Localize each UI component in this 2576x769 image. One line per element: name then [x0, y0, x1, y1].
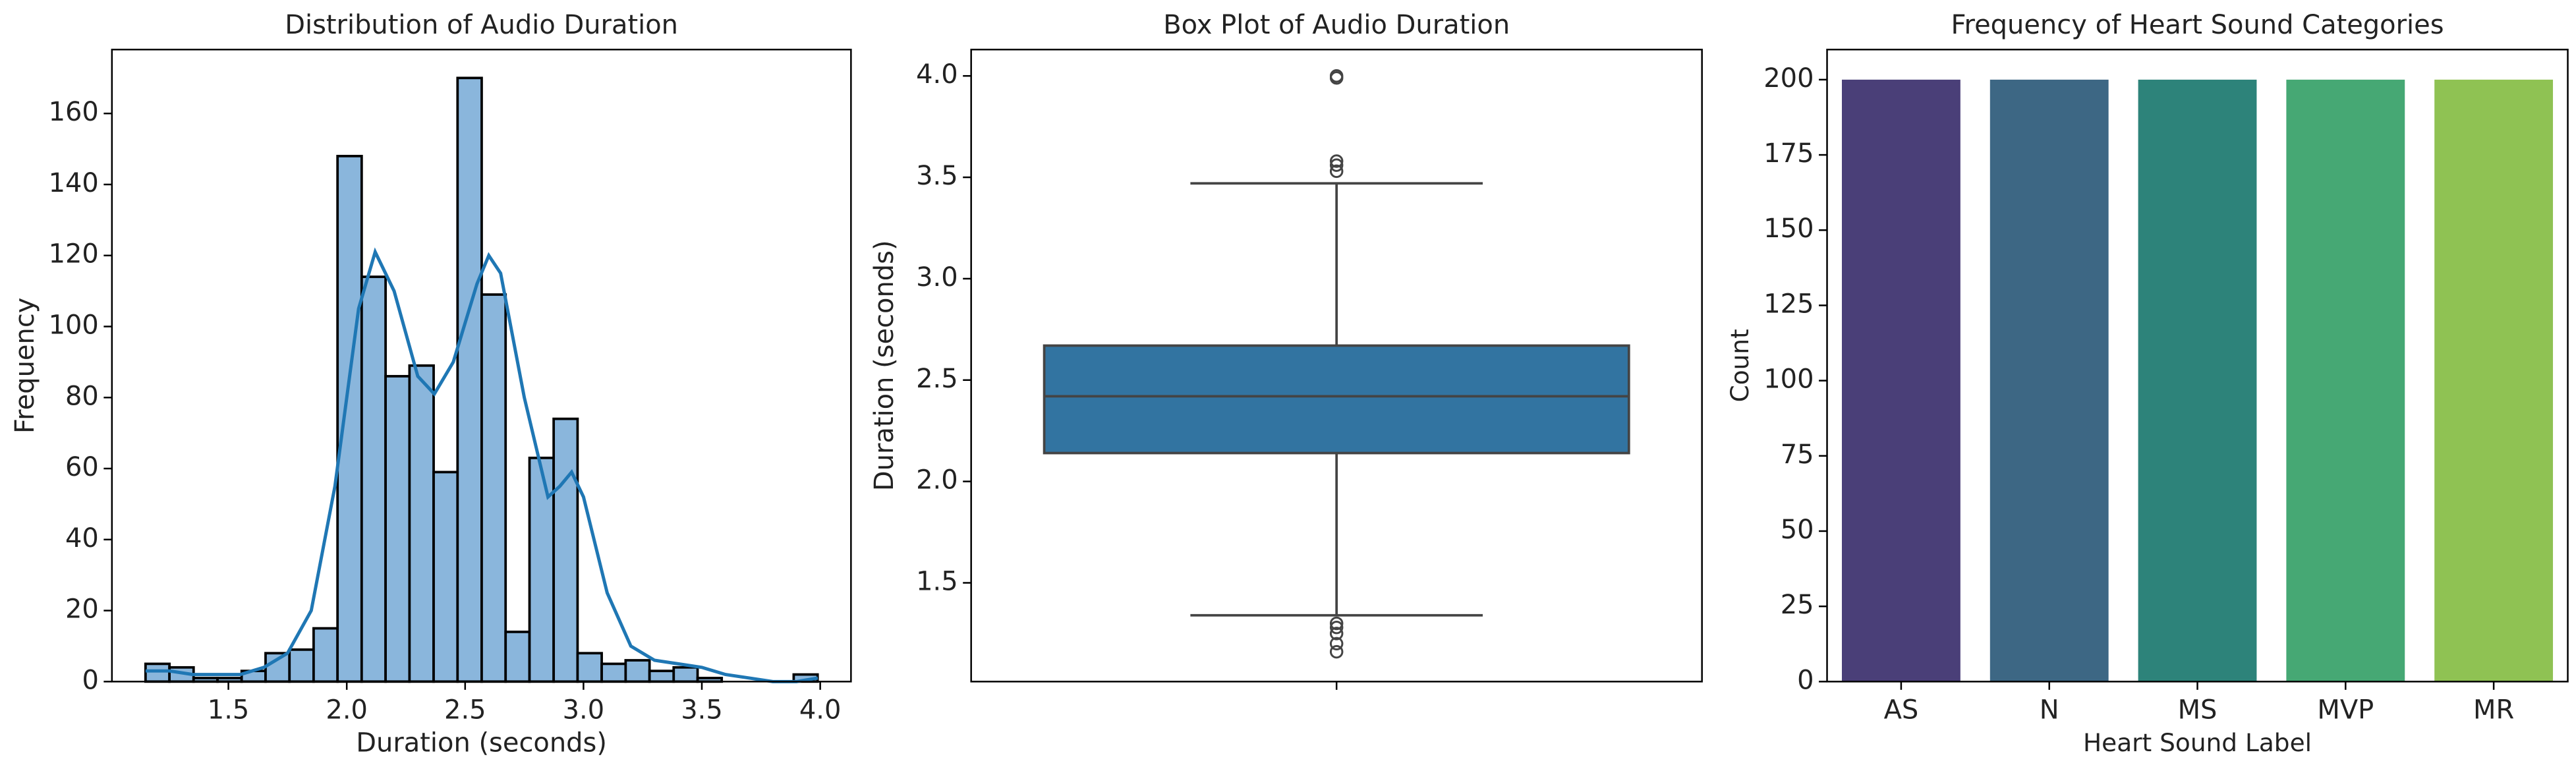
x-tick-label: 2.0: [326, 695, 368, 725]
y-tick-label: 100: [1763, 364, 1814, 395]
axes-frame: [111, 48, 852, 683]
x-tick-label: 4.0: [799, 695, 842, 725]
x-tick-label: 3.5: [681, 695, 723, 725]
bar: [1989, 79, 2109, 682]
chart-title: Frequency of Heart Sound Categories: [1951, 10, 2444, 40]
histogram-bar: [648, 669, 675, 683]
x-tick-label: AS: [1884, 695, 1919, 725]
histogram-bar: [552, 417, 579, 683]
chart-title: Distribution of Audio Duration: [285, 10, 678, 40]
y-tick-label: 25: [1781, 590, 1814, 620]
y-tick-label: 0: [1797, 665, 1814, 695]
x-tick-label: 3.0: [563, 695, 605, 725]
x-tick-label: MS: [2178, 695, 2218, 725]
histogram-bar: [360, 275, 387, 683]
x-tick-label: N: [2040, 695, 2059, 725]
y-tick-label: 150: [1763, 214, 1814, 244]
x-axis-label: Heart Sound Label: [2083, 728, 2312, 757]
y-tick-label: 0: [82, 665, 98, 695]
histogram-bar: [624, 659, 651, 683]
x-tick-label: 2.5: [444, 695, 486, 725]
histogram-bar: [336, 154, 363, 683]
y-tick-label: 60: [65, 452, 99, 482]
y-axis-label: Count: [1725, 329, 1754, 402]
outlier: [1329, 158, 1344, 172]
y-tick-label: 100: [49, 310, 99, 341]
y-tick-label: 125: [1763, 289, 1814, 319]
kde-line: [145, 247, 818, 683]
y-tick-label: 120: [49, 239, 99, 270]
histogram-bar: [312, 627, 339, 683]
chart-title: Box Plot of Audio Duration: [1163, 10, 1510, 40]
outlier: [1329, 69, 1344, 83]
y-tick-label: 2.5: [916, 364, 958, 394]
histogram-bar: [672, 666, 699, 683]
axes-frame: [970, 48, 1703, 683]
y-tick-label: 175: [1763, 138, 1814, 169]
histogram-bar: [144, 662, 171, 683]
y-tick-label: 40: [65, 523, 99, 554]
y-axis-label: Frequency: [10, 298, 40, 434]
bar: [2434, 79, 2554, 682]
histogram-bar: [576, 652, 603, 683]
outlier: [1329, 164, 1344, 179]
y-tick-label: 200: [1763, 63, 1814, 94]
y-tick-label: 80: [65, 381, 99, 411]
y-tick-label: 50: [1781, 515, 1814, 545]
outlier: [1329, 154, 1344, 168]
y-tick-label: 3.5: [916, 161, 958, 191]
bar: [1841, 79, 1961, 682]
y-axis-label: Duration (seconds): [869, 240, 900, 491]
histogram-bar: [456, 76, 483, 683]
y-tick-label: 140: [49, 168, 99, 198]
outlier: [1329, 637, 1344, 651]
bar: [2286, 79, 2405, 682]
box: [1043, 344, 1630, 455]
histogram-bar: [528, 457, 556, 683]
y-tick-label: 20: [65, 594, 99, 625]
histogram-bar: [480, 293, 507, 683]
bar: [2138, 79, 2257, 682]
histogram-bar: [504, 631, 531, 683]
y-tick-label: 4.0: [916, 59, 958, 90]
histogram-bar: [432, 470, 459, 683]
y-tick-label: 2.0: [916, 465, 958, 496]
y-tick-label: 160: [49, 97, 99, 127]
x-tick-label: MVP: [2317, 695, 2374, 725]
outlier: [1329, 620, 1344, 635]
y-tick-label: 75: [1781, 440, 1814, 470]
x-tick-label: MR: [2473, 695, 2514, 725]
y-tick-label: 3.0: [916, 262, 958, 293]
histogram-bar: [408, 364, 435, 683]
axes-frame: [1826, 48, 2569, 683]
outlier: [1329, 627, 1344, 641]
y-tick-label: 1.5: [916, 566, 958, 596]
x-tick-label: 1.5: [208, 695, 250, 725]
histogram-bar: [288, 648, 315, 683]
histogram-bar: [384, 375, 411, 683]
histogram-bar: [600, 662, 627, 683]
outlier: [1329, 644, 1344, 659]
outlier: [1329, 616, 1344, 631]
x-axis-label: Duration (seconds): [356, 727, 607, 758]
